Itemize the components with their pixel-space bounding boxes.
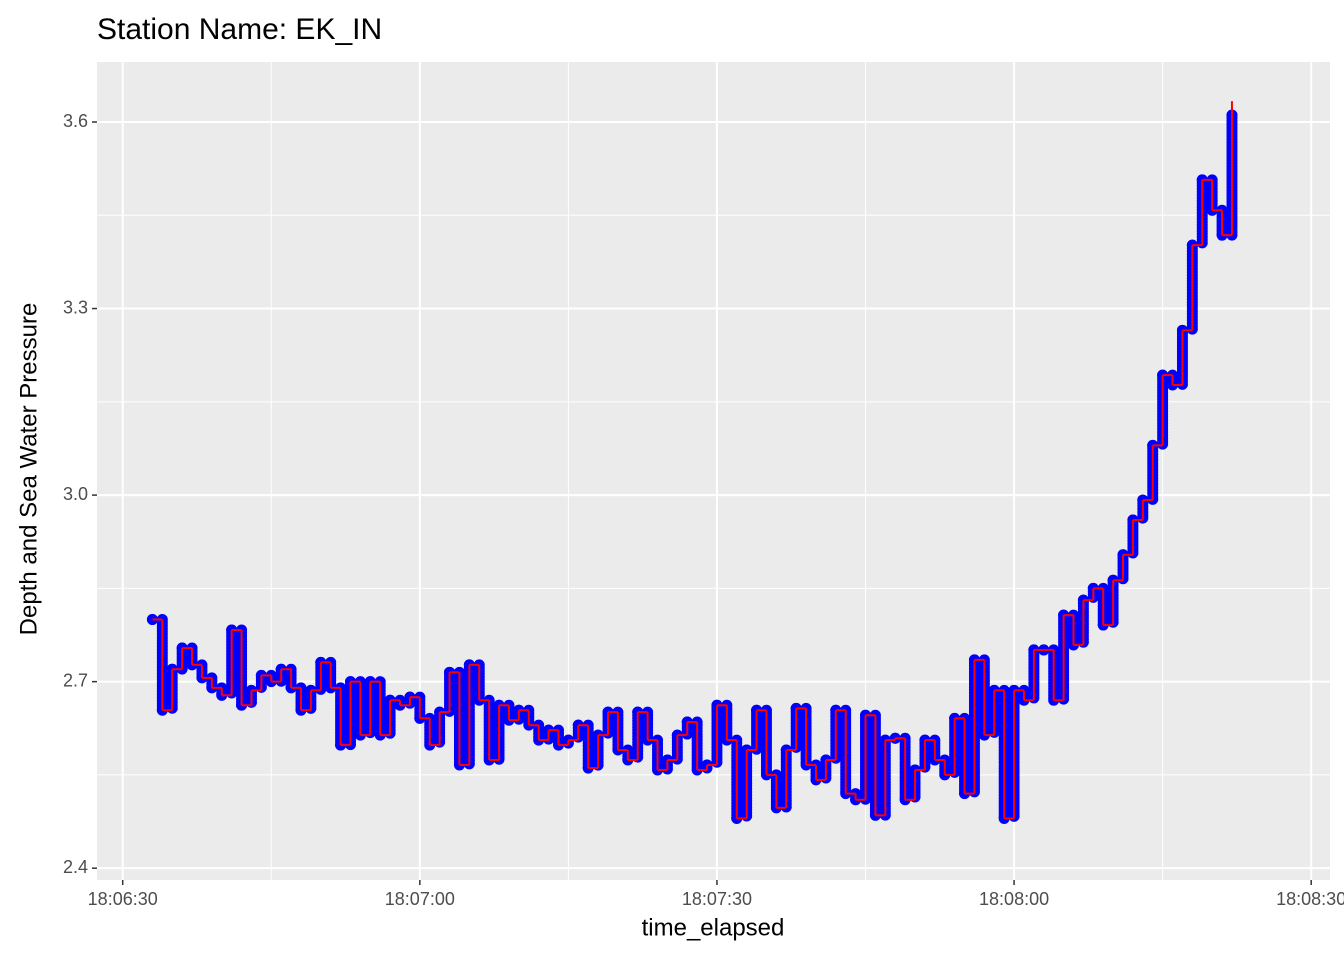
x-tick-label: 18:07:00 (385, 889, 455, 909)
y-tick-label: 3.0 (63, 484, 88, 504)
x-tick-label: 18:07:30 (682, 889, 752, 909)
grid (97, 62, 1330, 880)
y-tick-label: 2.4 (63, 857, 88, 877)
y-tick-label: 2.7 (63, 670, 88, 690)
x-tick-label: 18:08:00 (979, 889, 1049, 909)
y-axis-label: Depth and Sea Water Pressure (15, 303, 42, 636)
y-tick-label: 3.6 (63, 111, 88, 131)
chart-title: Station Name: EK_IN (97, 13, 382, 46)
y-tick-label: 3.3 (63, 297, 88, 317)
marks (146, 101, 1238, 824)
x-axis-label: time_elapsed (642, 914, 785, 941)
x-tick-label: 18:06:30 (88, 889, 158, 909)
x-tick-label: 18:08:30 (1276, 889, 1344, 909)
